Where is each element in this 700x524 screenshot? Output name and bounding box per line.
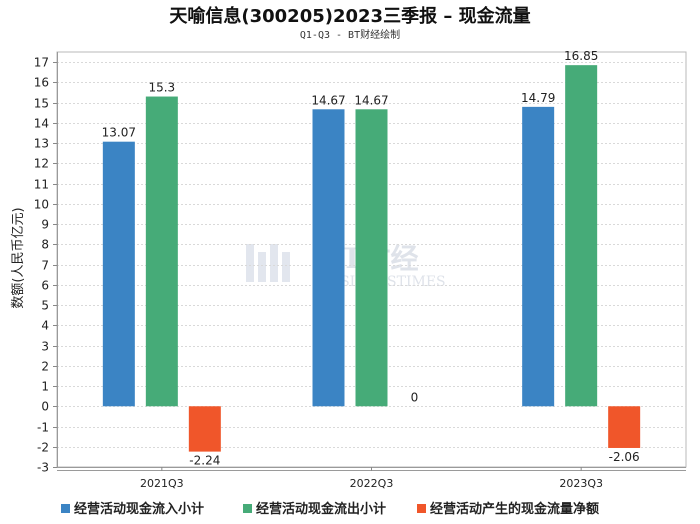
y-tick-label: 7 xyxy=(41,259,49,273)
chart-title: 天喻信息(300205)2023三季报 – 现金流量 xyxy=(169,5,530,27)
data-label: 14.67 xyxy=(311,93,345,107)
y-tick-label: 11 xyxy=(34,178,49,192)
chart-subtitle: Q1-Q3 - BT财经绘制 xyxy=(300,28,400,41)
data-label: -2.06 xyxy=(609,450,640,464)
legend-label: 经营活动现金流出小计 xyxy=(256,501,386,517)
y-tick-label: 4 xyxy=(41,319,49,333)
legend-swatch xyxy=(61,504,70,513)
watermark-logo-bar xyxy=(246,244,254,282)
y-tick-label: 10 xyxy=(34,198,49,212)
data-label: 15.3 xyxy=(148,81,175,95)
y-tick-label: 3 xyxy=(41,340,49,354)
legend: 经营活动现金流入小计 经营活动现金流出小计 经营活动产生的现金流量净额 xyxy=(61,501,599,517)
data-label: 0 xyxy=(411,390,419,404)
bar xyxy=(565,65,598,407)
watermark-logo-bar xyxy=(282,252,290,282)
y-tick-label: -2 xyxy=(37,441,49,455)
legend-swatch xyxy=(417,504,426,513)
bar xyxy=(145,96,178,407)
data-label: -2.24 xyxy=(189,454,220,468)
data-label: 14.79 xyxy=(521,91,555,105)
y-tick-label: 5 xyxy=(41,299,49,313)
watermark-logo-bar xyxy=(270,244,278,282)
y-tick-label: -3 xyxy=(37,461,49,475)
x-tick-label: 2022Q3 xyxy=(350,477,394,490)
legend-swatch xyxy=(243,504,252,513)
y-tick-label: 2 xyxy=(41,360,49,374)
y-axis-label: 数额(人民币亿元) xyxy=(11,207,26,308)
bar xyxy=(188,406,221,452)
y-tick-label: 15 xyxy=(34,97,49,111)
bar xyxy=(608,406,641,448)
bar xyxy=(355,109,388,407)
bar xyxy=(312,109,345,407)
y-tick-label: 17 xyxy=(34,56,49,70)
y-tick-label: 8 xyxy=(41,238,49,252)
legend-label: 经营活动产生的现金流量净额 xyxy=(430,501,599,517)
x-tick-label: 2021Q3 xyxy=(140,477,184,490)
y-tick-label: 9 xyxy=(41,218,49,232)
y-tick-label: 14 xyxy=(34,117,49,131)
y-tick-label: 13 xyxy=(34,137,49,151)
y-tick-label: -1 xyxy=(37,421,49,435)
bars-layer: 13.07 15.3 -2.24 14.67 14.67 0 14.79 16.85 -2.06 xyxy=(102,49,641,468)
legend-label: 经营活动现金流入小计 xyxy=(74,501,204,517)
y-tick-label: 12 xyxy=(34,157,49,171)
data-label: 16.85 xyxy=(564,49,598,63)
y-tick-label: 0 xyxy=(41,400,49,414)
x-tick-label: 2023Q3 xyxy=(559,477,603,490)
bar xyxy=(102,141,135,407)
data-label: 13.07 xyxy=(102,126,136,140)
y-tick-label: 16 xyxy=(34,76,49,90)
y-tick-label: 1 xyxy=(41,380,49,394)
watermark-logo-bar xyxy=(258,252,266,282)
y-tick-label: 6 xyxy=(41,279,49,293)
data-label: 14.67 xyxy=(354,93,388,107)
bar xyxy=(522,106,555,407)
